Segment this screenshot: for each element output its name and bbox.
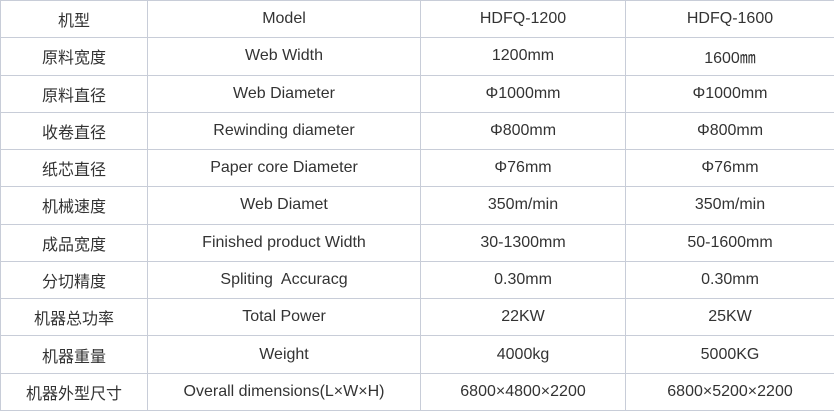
cell-value-1200: 30-1300mm	[420, 223, 626, 262]
cell-value-1600: Φ1000mm	[625, 74, 834, 113]
cell-label-cn: 纸芯直径	[0, 149, 148, 188]
cell-label-en: Weight	[147, 335, 421, 374]
row-total-power: 机器总功率 Total Power 22KW 25KW	[0, 298, 834, 337]
cell-label-cn: 原料直径	[0, 74, 148, 113]
cell-value-1600: 1600㎜	[625, 37, 834, 76]
cell-label-cn: 机器总功率	[0, 298, 148, 337]
row-machine-speed: 机械速度 Web Diamet 350m/min 350m/min	[0, 186, 834, 225]
cell-value-1600: 50-1600mm	[625, 223, 834, 262]
cell-label-cn: 机型	[0, 0, 148, 39]
cell-value-1600: 350m/min	[625, 186, 834, 225]
cell-label-en: Spliting Accuracg	[147, 260, 421, 300]
row-weight: 机器重量 Weight 4000kg 5000KG	[0, 335, 834, 374]
cell-label-cn: 成品宽度	[0, 223, 148, 262]
cell-value-1200: 6800×4800×2200	[420, 372, 626, 411]
cell-label-cn: 机械速度	[0, 186, 148, 225]
row-model-header: 机型 Model HDFQ-1200 HDFQ-1600	[0, 0, 834, 39]
cell-label-cn: 机器外型尺寸	[0, 372, 148, 411]
cell-label-en: Total Power	[147, 298, 421, 337]
cell-label-en: Finished product Width	[147, 223, 421, 262]
cell-label-cn: 收卷直径	[0, 111, 148, 151]
row-rewinding-diameter: 收卷直径 Rewinding diameter Φ800mm Φ800mm	[0, 111, 834, 151]
cell-value-1200: 1200mm	[420, 37, 626, 76]
cell-value-1200: 4000kg	[420, 335, 626, 374]
cell-value-1200: 22KW	[420, 298, 626, 337]
cell-model-1600: HDFQ-1600	[625, 0, 834, 39]
cell-value-1200: Φ800mm	[420, 111, 626, 151]
cell-value-1600: 0.30mm	[625, 260, 834, 300]
row-web-diameter: 原料直径 Web Diameter Φ1000mm Φ1000mm	[0, 74, 834, 113]
cell-value-1600: Φ76mm	[625, 149, 834, 188]
cell-label-en: Paper core Diameter	[147, 149, 421, 188]
row-finished-product-width: 成品宽度 Finished product Width 30-1300mm 50…	[0, 223, 834, 262]
cell-label-cn: 机器重量	[0, 335, 148, 374]
cell-label-en: Overall dimensions(L×W×H)	[147, 372, 421, 411]
row-overall-dimensions: 机器外型尺寸 Overall dimensions(L×W×H) 6800×48…	[0, 372, 834, 411]
cell-label-en: Web Diameter	[147, 74, 421, 113]
cell-label-en: Web Diamet	[147, 186, 421, 225]
cell-label-en: Rewinding diameter	[147, 111, 421, 151]
row-slitting-accuracy: 分切精度 Spliting Accuracg 0.30mm 0.30mm	[0, 260, 834, 300]
cell-value-1600: 6800×5200×2200	[625, 372, 834, 411]
cell-label-cn: 分切精度	[0, 260, 148, 300]
cell-value-1200: 350m/min	[420, 186, 626, 225]
cell-label-en: Model	[147, 0, 421, 39]
cell-value-1600: Φ800mm	[625, 111, 834, 151]
cell-value-1200: 0.30mm	[420, 260, 626, 300]
cell-model-1200: HDFQ-1200	[420, 0, 626, 39]
cell-value-1200: Φ76mm	[420, 149, 626, 188]
cell-value-1600: 5000KG	[625, 335, 834, 374]
cell-label-en: Web Width	[147, 37, 421, 76]
cell-label-cn: 原料宽度	[0, 37, 148, 76]
row-web-width: 原料宽度 Web Width 1200mm 1600㎜	[0, 37, 834, 76]
cell-value-1600: 25KW	[625, 298, 834, 337]
row-paper-core-diameter: 纸芯直径 Paper core Diameter Φ76mm Φ76mm	[0, 149, 834, 188]
cell-value-1200: Φ1000mm	[420, 74, 626, 113]
